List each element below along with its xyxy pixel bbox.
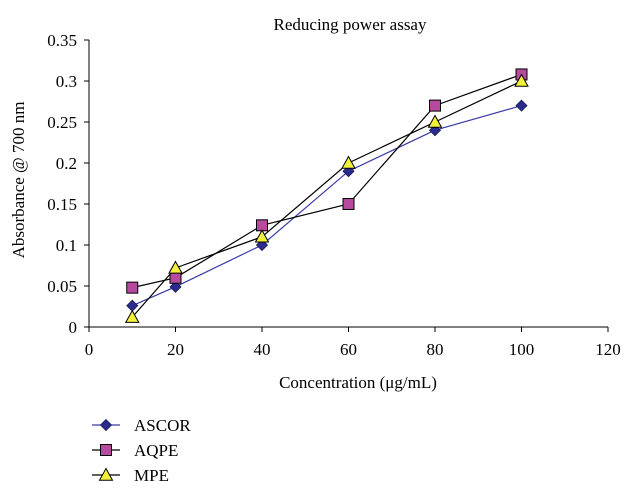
data-point-ascor <box>126 299 139 312</box>
series-line-aqpe <box>132 73 522 289</box>
x-axis-title: Concentration (μg/mL) <box>279 373 437 392</box>
legend-label: ASCOR <box>134 416 191 435</box>
y-tick-label: 0.3 <box>56 72 77 91</box>
chart-title: Reducing power assay <box>274 15 427 34</box>
legend-label: MPE <box>134 466 169 485</box>
legend: ASCOR AQPE MPE <box>92 416 191 485</box>
x-tick-label: 40 <box>254 340 271 359</box>
legend-marker-mpe <box>98 467 114 481</box>
data-point-mpe <box>168 260 183 274</box>
legend-item-mpe: MPE <box>92 466 169 485</box>
legend-marker-aqpe <box>100 444 112 456</box>
legend-label: AQPE <box>134 441 178 460</box>
data-point-mpe <box>427 114 443 128</box>
y-axis-title: Absorbance @ 700 nm <box>9 102 28 259</box>
data-point-ascor <box>515 99 528 112</box>
y-tick-label: 0.1 <box>56 236 77 255</box>
x-tick-label: 80 <box>427 340 444 359</box>
data-point-aqpe <box>126 281 139 294</box>
x-tick-label: 100 <box>509 340 535 359</box>
legend-item-aqpe: AQPE <box>92 441 178 460</box>
legend-marker-ascor <box>99 418 113 432</box>
data-point-aqpe <box>429 99 441 112</box>
plot-area: 0 0.05 0.1 0.15 0.2 0.25 0.3 0.35 0 20 40 60 80 100 12… <box>47 31 621 359</box>
x-tick-label: 0 <box>85 340 94 359</box>
data-point-mpe <box>514 73 529 87</box>
x-tick-label: 120 <box>595 340 621 359</box>
y-tick-label: 0 <box>69 318 78 337</box>
data-point-aqpe <box>342 198 355 210</box>
x-tick-label: 20 <box>167 340 184 359</box>
x-tick-label: 60 <box>340 340 357 359</box>
data-point-aqpe <box>256 219 268 232</box>
series-line-ascor <box>132 105 522 307</box>
y-tick-label: 0.15 <box>47 195 77 214</box>
y-tick-label: 0.05 <box>47 277 77 296</box>
legend-item-ascor: ASCOR <box>92 416 191 435</box>
y-tick-label: 0.35 <box>47 31 77 50</box>
series-line-mpe <box>131 80 522 318</box>
data-point-mpe <box>254 229 270 243</box>
data-point-ascor <box>169 280 182 293</box>
data-point-aqpe <box>169 271 182 284</box>
y-tick-label: 0.25 <box>47 113 77 132</box>
y-tick-label: 0.2 <box>56 154 77 173</box>
data-point-mpe <box>341 155 356 169</box>
data-point-mpe <box>124 309 140 323</box>
